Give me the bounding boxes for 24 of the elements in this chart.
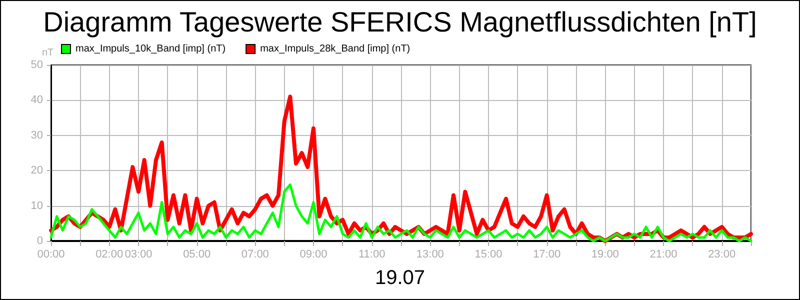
x-tick-label: 07:00 [241, 248, 269, 260]
x-tick-label: 19:00 [591, 248, 619, 260]
y-axis-title: nT [42, 48, 54, 58]
x-tick-label: 23:00 [708, 248, 736, 260]
x-tick-label: 11:00 [358, 248, 386, 260]
chart-title: Diagramm Tageswerte SFERICS Magnetflussdichten [nT] [43, 6, 757, 38]
x-tick-label: 15:00 [474, 248, 502, 260]
y-tick-label: 30 [30, 129, 43, 142]
x-tick-label: 05:00 [183, 248, 211, 260]
y-tick-label: 40 [30, 94, 43, 106]
x-tick-label: 21:00 [650, 248, 678, 260]
legend-label: max_Impuls_28k_Band [imp] (nT) [260, 44, 410, 54]
x-tick-label: 17:00 [533, 248, 561, 260]
x-tick-label: 13:00 [416, 248, 444, 260]
x-tick-label: 00:00 [37, 248, 65, 260]
y-tick-label: 0 [36, 235, 43, 247]
x-tick-label: 02:00 [96, 248, 124, 260]
x-axis-title: 19.07 [374, 267, 426, 289]
y-tick-label: 50 [30, 59, 43, 71]
x-tick-label: 09:00 [300, 248, 328, 260]
legend-label: max_Impuls_10k_Band [imp] (nT) [76, 44, 226, 54]
y-tick-label: 20 [30, 164, 43, 177]
x-tick-label: 03:00 [124, 248, 152, 260]
y-tick-label: 10 [30, 200, 43, 212]
